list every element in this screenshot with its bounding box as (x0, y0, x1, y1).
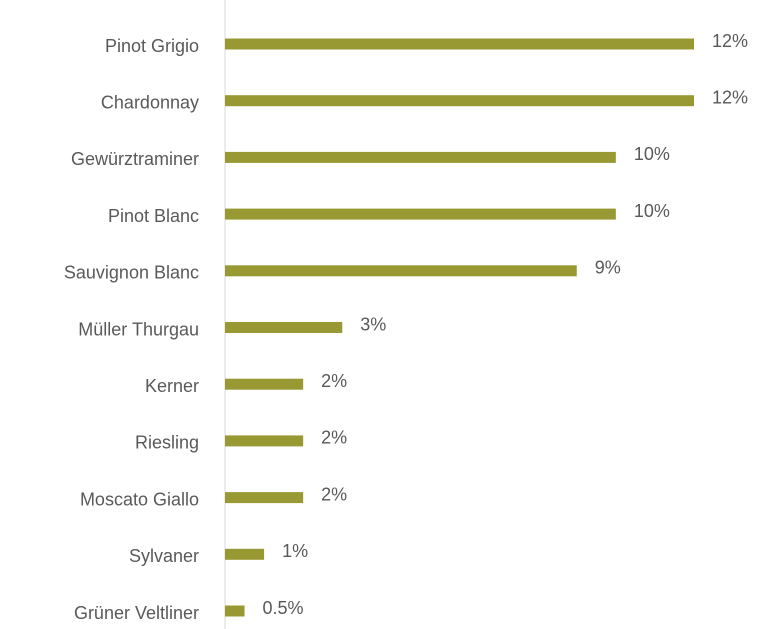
value-label: 12% (712, 31, 748, 51)
category-label: Sauvignon Blanc (64, 263, 199, 283)
category-label: Pinot Grigio (105, 36, 199, 56)
bar (225, 151, 616, 163)
category-label: Grüner Veltliner (74, 603, 199, 623)
value-label: 0.5% (263, 598, 304, 618)
category-label: Kerner (145, 376, 199, 396)
value-label: 2% (321, 371, 347, 391)
bar (225, 38, 694, 50)
value-label: 2% (321, 484, 347, 504)
value-label: 12% (712, 87, 748, 107)
category-label: Moscato Giallo (80, 489, 199, 509)
bar (225, 378, 304, 390)
value-label: 10% (634, 144, 670, 164)
bar (225, 322, 343, 333)
bar (225, 605, 245, 617)
value-label: 9% (595, 258, 621, 278)
category-label: Pinot Blanc (108, 206, 199, 226)
value-label: 2% (321, 428, 347, 448)
value-label: 3% (360, 314, 386, 334)
category-label: Riesling (135, 433, 199, 453)
category-label: Gewürztraminer (71, 149, 199, 169)
bar (225, 208, 616, 220)
bar (225, 548, 265, 560)
bar (225, 492, 304, 504)
bar (225, 95, 694, 107)
category-label: Sylvaner (129, 546, 199, 566)
bar (225, 435, 304, 447)
value-label: 1% (282, 541, 308, 561)
value-label: 10% (634, 201, 670, 221)
bar (225, 265, 577, 277)
category-label: Chardonnay (101, 92, 199, 112)
category-label: Müller Thurgau (78, 319, 199, 339)
